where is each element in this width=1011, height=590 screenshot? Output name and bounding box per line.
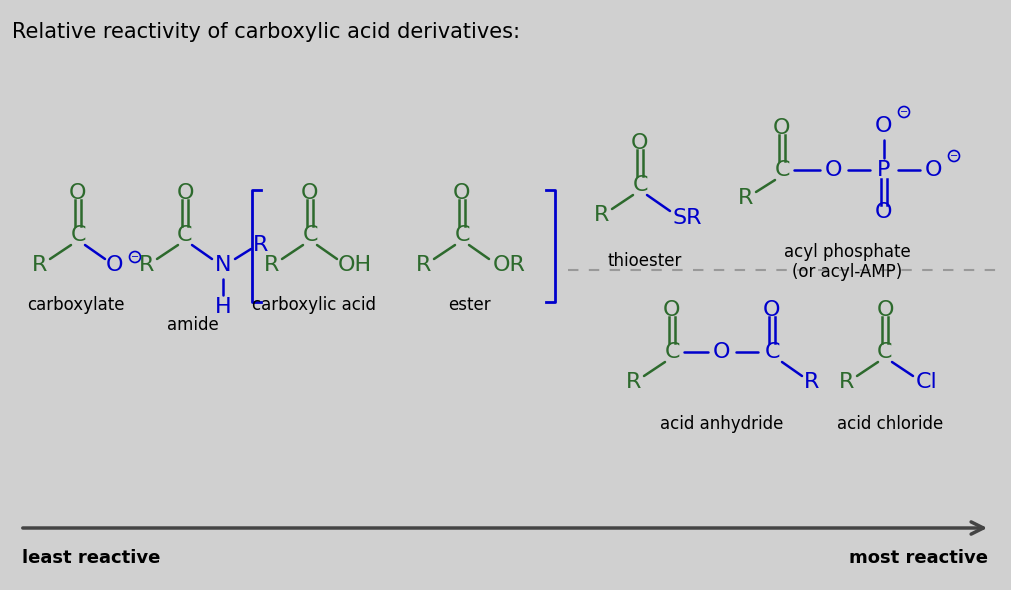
Text: acyl phosphate: acyl phosphate <box>783 243 910 261</box>
Text: SR: SR <box>671 208 701 228</box>
Text: R: R <box>264 255 279 275</box>
Text: C: C <box>763 342 779 362</box>
Text: C: C <box>632 175 647 195</box>
Text: R: R <box>804 372 819 392</box>
Text: R: R <box>738 188 753 208</box>
Text: O: O <box>924 160 942 180</box>
Text: (or acyl-AMP): (or acyl-AMP) <box>791 263 901 281</box>
Text: acid anhydride: acid anhydride <box>659 415 783 433</box>
Text: O: O <box>662 300 680 320</box>
Text: R: R <box>140 255 155 275</box>
Text: P: P <box>877 160 890 180</box>
Text: R: R <box>253 235 269 255</box>
Text: ester: ester <box>447 296 489 314</box>
Text: C: C <box>177 225 192 245</box>
Text: −: − <box>949 151 957 161</box>
Text: R: R <box>416 255 432 275</box>
Text: Relative reactivity of carboxylic acid derivatives:: Relative reactivity of carboxylic acid d… <box>12 22 520 42</box>
Text: amide: amide <box>167 316 218 334</box>
Text: least reactive: least reactive <box>22 549 160 567</box>
Text: O: O <box>301 183 318 203</box>
Text: O: O <box>762 300 779 320</box>
Text: H: H <box>214 297 232 317</box>
Text: C: C <box>877 342 892 362</box>
Text: most reactive: most reactive <box>848 549 987 567</box>
Text: R: R <box>32 255 48 275</box>
Text: O: O <box>713 342 730 362</box>
Text: thioester: thioester <box>608 252 681 270</box>
Text: C: C <box>302 225 317 245</box>
Text: C: C <box>70 225 86 245</box>
Text: OR: OR <box>492 255 525 275</box>
Text: O: O <box>631 133 648 153</box>
Text: N: N <box>214 255 232 275</box>
Text: −: − <box>130 252 139 262</box>
Text: O: O <box>69 183 87 203</box>
Text: acid chloride: acid chloride <box>836 415 942 433</box>
Text: C: C <box>663 342 679 362</box>
Text: OH: OH <box>338 255 372 275</box>
Text: O: O <box>772 118 790 138</box>
Text: C: C <box>454 225 469 245</box>
Text: Cl: Cl <box>915 372 937 392</box>
Text: O: O <box>106 255 123 275</box>
Text: C: C <box>773 160 789 180</box>
Text: O: O <box>176 183 193 203</box>
Text: carboxylic acid: carboxylic acid <box>252 296 376 314</box>
Text: R: R <box>626 372 641 392</box>
Text: carboxylate: carboxylate <box>27 296 124 314</box>
Text: O: O <box>453 183 470 203</box>
Text: O: O <box>875 116 892 136</box>
Text: R: R <box>593 205 609 225</box>
Text: −: − <box>899 107 907 117</box>
Text: O: O <box>824 160 842 180</box>
Text: O: O <box>876 300 893 320</box>
Text: R: R <box>838 372 854 392</box>
Text: O: O <box>875 202 892 222</box>
